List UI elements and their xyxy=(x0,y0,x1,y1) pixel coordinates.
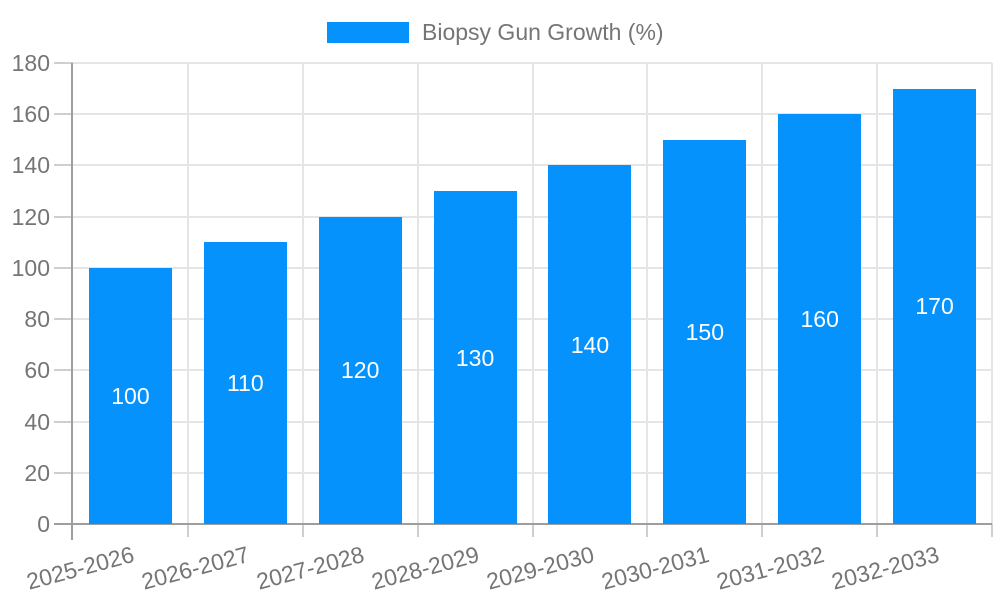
y-axis-tick-label: 120 xyxy=(11,203,50,230)
x-axis-tick-mark xyxy=(646,524,649,537)
bar-value-label: 110 xyxy=(226,370,264,397)
y-axis-line xyxy=(71,63,73,540)
gridline-vertical xyxy=(301,63,304,524)
x-axis-tick-mark xyxy=(186,524,189,537)
y-axis-tick-mark xyxy=(54,164,73,167)
x-axis-tick-mark xyxy=(301,524,304,537)
bar-value-label: 120 xyxy=(341,357,380,384)
x-axis-tick-mark xyxy=(761,524,764,537)
bar-2030-2031[interactable]: 150 xyxy=(663,139,747,524)
bar-2027-2028[interactable]: 120 xyxy=(318,216,402,524)
bar-2031-2032[interactable]: 160 xyxy=(778,114,862,524)
x-axis-tick-mark xyxy=(991,524,993,537)
x-axis-line xyxy=(54,523,992,525)
bar-2025-2026[interactable]: 100 xyxy=(88,267,172,524)
gridline-vertical xyxy=(876,63,879,524)
y-axis-tick-mark xyxy=(54,62,73,64)
legend-item[interactable]: Biopsy Gun Growth (%) xyxy=(327,20,664,44)
y-axis-tick-mark xyxy=(54,369,73,372)
y-axis-tick-mark xyxy=(54,266,73,269)
bar-value-label: 140 xyxy=(570,331,610,358)
gridline-vertical xyxy=(186,63,189,524)
bar-value-label: 130 xyxy=(455,344,495,371)
bar-value-label: 150 xyxy=(685,318,724,345)
gridline-vertical xyxy=(416,63,419,524)
y-axis-tick-mark xyxy=(54,215,73,218)
y-axis-tick-mark xyxy=(54,471,73,474)
y-axis-tick-mark xyxy=(54,113,73,116)
gridline-vertical xyxy=(646,63,649,524)
y-axis-tick-label: 60 xyxy=(24,357,50,384)
x-axis-tick-mark xyxy=(531,524,534,537)
y-axis-tick-label: 0 xyxy=(37,511,50,537)
y-axis-tick-mark xyxy=(54,318,73,321)
bar-2032-2033[interactable]: 170 xyxy=(893,88,977,524)
y-axis-tick-label: 140 xyxy=(11,152,50,179)
gridline-vertical xyxy=(531,63,534,524)
legend-color-swatch xyxy=(327,21,409,43)
y-axis-tick-label: 80 xyxy=(24,306,50,333)
bar-value-label: 100 xyxy=(111,382,150,409)
y-axis-tick-label: 100 xyxy=(11,254,50,281)
gridline-vertical xyxy=(761,63,764,524)
bar-value-label: 170 xyxy=(915,293,954,320)
y-axis-tick-label: 180 xyxy=(11,50,50,76)
bar-2029-2030[interactable]: 140 xyxy=(548,165,632,524)
legend-label: Biopsy Gun Growth (%) xyxy=(422,19,664,45)
x-axis-tick-mark xyxy=(416,524,419,537)
x-axis-tick-mark xyxy=(876,524,879,537)
gridline-vertical xyxy=(991,63,993,524)
bar-2028-2029[interactable]: 130 xyxy=(433,191,517,524)
y-axis-tick-mark xyxy=(54,420,73,423)
bar-2026-2027[interactable]: 110 xyxy=(203,242,287,524)
y-axis-tick-label: 160 xyxy=(11,101,50,128)
y-axis-tick-label: 40 xyxy=(24,408,50,435)
y-axis-tick-label: 20 xyxy=(24,459,50,486)
bar-value-label: 160 xyxy=(800,306,839,333)
